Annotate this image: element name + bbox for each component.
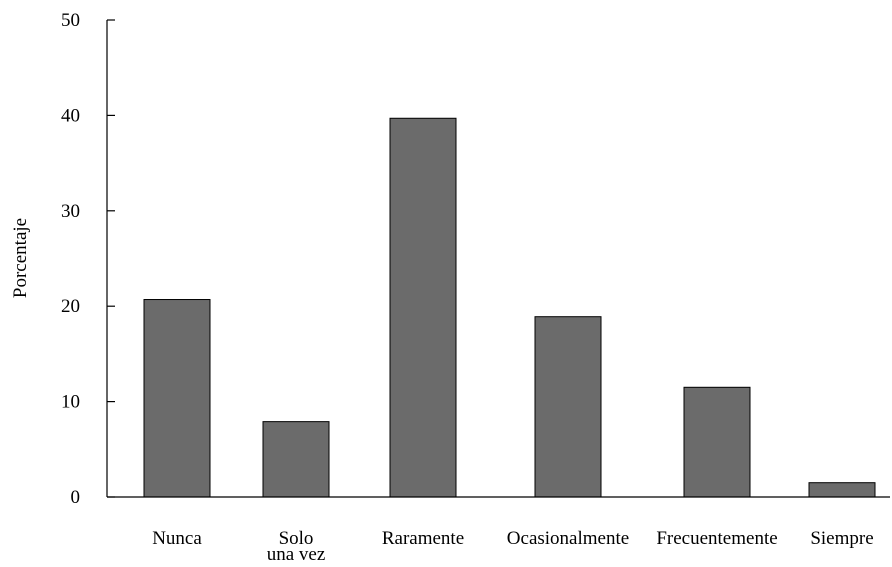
bars-group	[143, 117, 876, 498]
y-tick-label: 30	[61, 201, 80, 222]
y-axis-title: Porcentaje	[10, 218, 31, 298]
y-tick-label: 40	[61, 105, 80, 126]
x-category-label-line: Nunca	[152, 528, 202, 549]
x-category-label-line: Frecuentemente	[656, 528, 777, 549]
x-category-label-line: Solo	[279, 528, 314, 549]
y-ticks-group: 0 10 20 30 40 50	[61, 10, 115, 508]
y-tick-label: 20	[61, 296, 80, 317]
x-category-label-line: Siempre	[810, 528, 873, 549]
bar-6	[808, 482, 876, 498]
x-category-label-line: una vez	[267, 544, 326, 565]
x-category-label-line: Raramente	[382, 528, 464, 549]
x-category-label: Nunca	[152, 528, 202, 549]
x-category-label-line: Ocasionalmente	[507, 528, 629, 549]
bar-2	[262, 421, 330, 498]
bar-5	[683, 386, 751, 498]
y-tick-label: 0	[71, 487, 81, 508]
bar-1	[143, 299, 211, 498]
x-category-label: Solo una vez	[267, 528, 326, 565]
x-category-label: Raramente	[382, 528, 464, 549]
x-category-label: Siempre	[810, 528, 873, 549]
x-labels-group: Nunca Solo una vez Raramente Ocasionalmente F…	[152, 528, 873, 565]
x-category-label: Frecuentemente	[656, 528, 777, 549]
bar-4	[534, 316, 602, 498]
x-category-label: Ocasionalmente	[507, 528, 629, 549]
y-tick-label: 10	[61, 392, 80, 413]
y-tick-label: 50	[61, 10, 80, 31]
bar-3	[389, 117, 457, 498]
